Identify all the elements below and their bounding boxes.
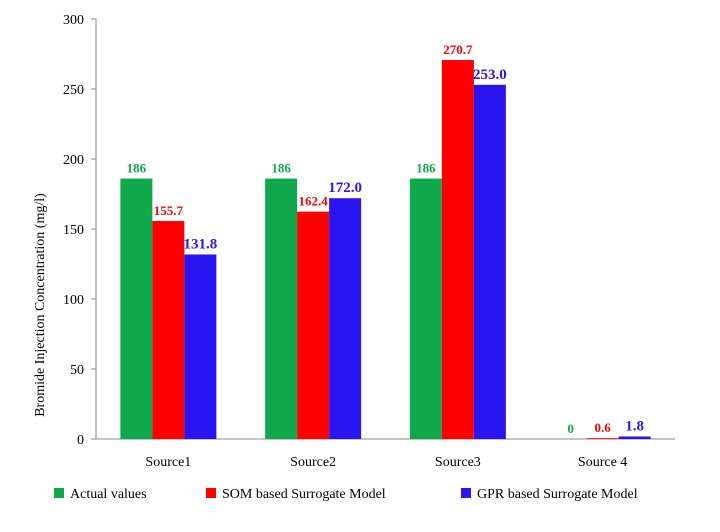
bar [265, 178, 298, 439]
bar [120, 178, 153, 439]
bar-value-label: 0.6 [595, 420, 612, 435]
y-axis-ticks: 0 50 100 150 200 250 300 [63, 13, 96, 448]
y-tick-label: 150 [63, 223, 84, 238]
legend-label: SOM based Surrogate Model [222, 487, 386, 502]
bar [473, 84, 506, 440]
y-axis-title-group: Bromide Injection Concentration (mg/l) [33, 193, 48, 417]
x-axis-labels: Source1 Source2 Source3 Source 4 [145, 455, 627, 470]
bar [586, 438, 619, 439]
legend: Actual values SOM based Surrogate Model GP… [54, 487, 638, 502]
bar [329, 198, 362, 439]
bar [152, 221, 185, 439]
bar-value-label: 186 [416, 161, 436, 176]
y-axis-title: Bromide Injection Concentration (mg/l) [33, 193, 48, 417]
x-tick-label: Source3 [435, 455, 481, 470]
bar-value-label: 186 [271, 161, 291, 176]
x-tick-label: Source1 [145, 455, 191, 470]
bars-group [120, 60, 651, 440]
y-tick-label: 250 [63, 83, 84, 98]
bar-value-label: 131.8 [184, 236, 218, 252]
bar-value-label: 155.7 [154, 203, 184, 218]
bar-value-label: 162.4 [299, 194, 329, 209]
legend-label: GPR based Surrogate Model [477, 487, 638, 502]
bar-value-label: 186 [127, 161, 147, 176]
legend-swatch [54, 488, 64, 498]
bar-value-label: 172.0 [328, 180, 362, 196]
bar-value-label: 1.8 [625, 418, 644, 434]
legend-swatch [461, 488, 471, 498]
bar [297, 211, 330, 439]
y-tick-label: 100 [63, 293, 84, 308]
x-tick-label: Source 4 [578, 455, 627, 470]
bar [441, 60, 474, 440]
legend-swatch [206, 488, 216, 498]
bar [409, 178, 442, 439]
y-tick-label: 50 [70, 363, 84, 378]
x-tick-label: Source2 [290, 455, 336, 470]
y-tick-label: 300 [63, 13, 84, 28]
bar-value-label: 270.7 [443, 42, 473, 57]
bar [184, 254, 217, 439]
legend-label: Actual values [70, 487, 147, 502]
bar-value-label: 0 [567, 421, 574, 436]
bar [618, 436, 651, 439]
y-tick-label: 200 [63, 153, 84, 168]
y-tick-label: 0 [77, 433, 84, 448]
bar-value-label: 253.0 [473, 67, 507, 83]
